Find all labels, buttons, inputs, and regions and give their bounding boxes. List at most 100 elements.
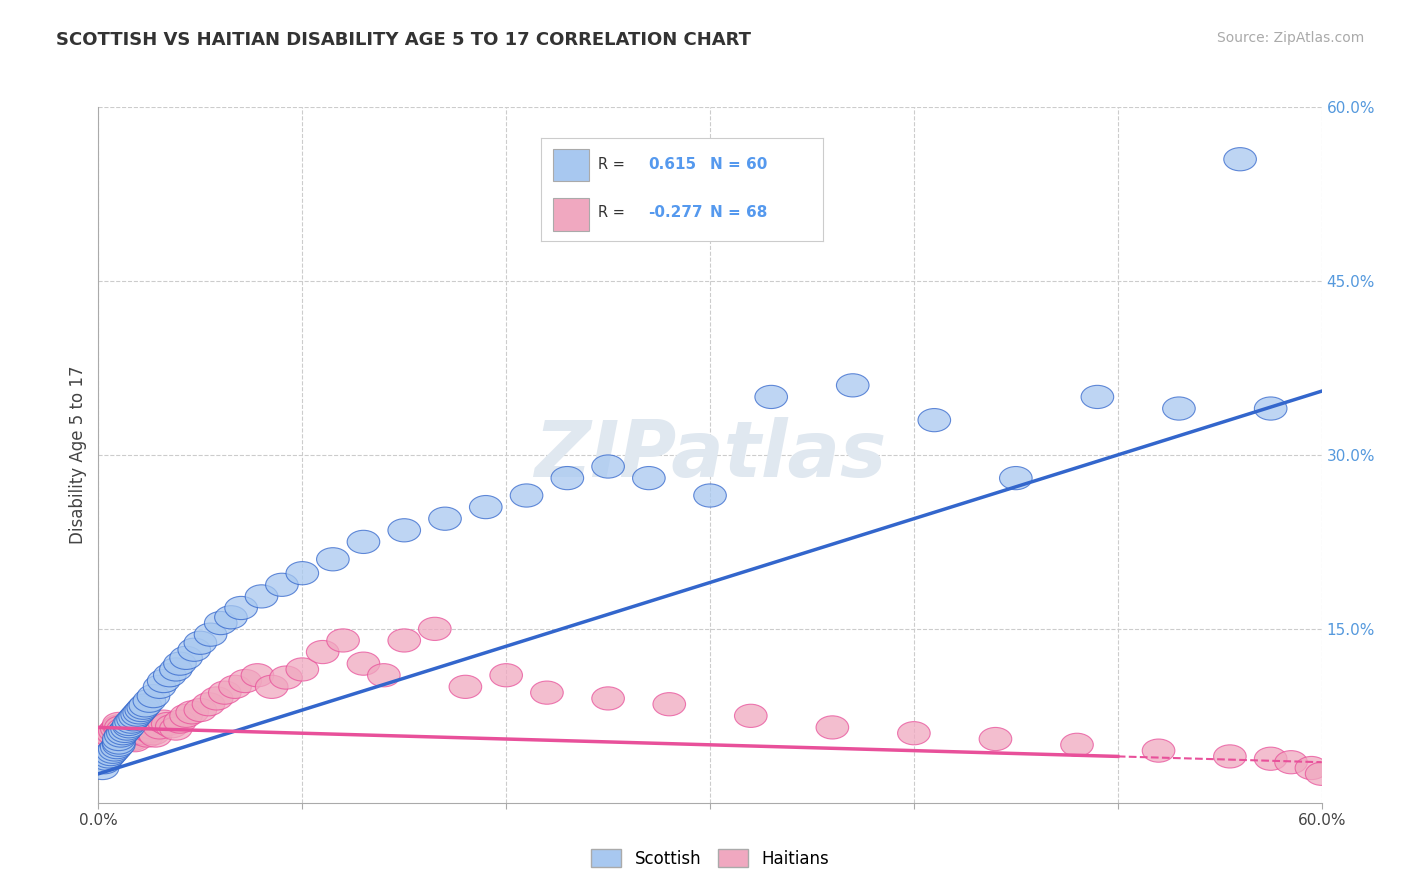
Ellipse shape — [129, 722, 162, 745]
Ellipse shape — [270, 666, 302, 690]
Ellipse shape — [160, 717, 193, 740]
Ellipse shape — [184, 632, 217, 655]
Y-axis label: Disability Age 5 to 17: Disability Age 5 to 17 — [69, 366, 87, 544]
Ellipse shape — [449, 675, 482, 698]
Ellipse shape — [510, 483, 543, 507]
Text: R =: R = — [598, 157, 624, 172]
Ellipse shape — [108, 719, 141, 742]
Ellipse shape — [918, 409, 950, 432]
Ellipse shape — [179, 638, 211, 661]
Ellipse shape — [125, 715, 157, 739]
Ellipse shape — [229, 669, 262, 692]
Ellipse shape — [470, 496, 502, 518]
Ellipse shape — [245, 585, 278, 608]
Ellipse shape — [592, 687, 624, 710]
Ellipse shape — [129, 694, 162, 717]
Ellipse shape — [117, 728, 149, 751]
Ellipse shape — [1060, 733, 1094, 756]
Ellipse shape — [134, 690, 166, 713]
Ellipse shape — [127, 719, 160, 742]
Ellipse shape — [111, 723, 143, 746]
Ellipse shape — [1275, 751, 1308, 773]
Text: 0.615: 0.615 — [648, 157, 696, 172]
Ellipse shape — [652, 692, 686, 715]
Ellipse shape — [103, 714, 135, 738]
Ellipse shape — [307, 640, 339, 664]
Text: R =: R = — [598, 205, 624, 220]
Ellipse shape — [201, 687, 233, 710]
Ellipse shape — [1000, 467, 1032, 490]
Ellipse shape — [1254, 397, 1286, 420]
Ellipse shape — [633, 467, 665, 490]
Ellipse shape — [530, 681, 564, 705]
Ellipse shape — [115, 726, 148, 749]
Ellipse shape — [815, 715, 849, 739]
Ellipse shape — [89, 751, 121, 773]
Ellipse shape — [316, 548, 349, 571]
Text: N = 68: N = 68 — [710, 205, 768, 220]
Ellipse shape — [103, 713, 135, 736]
Text: Source: ZipAtlas.com: Source: ZipAtlas.com — [1216, 31, 1364, 45]
Ellipse shape — [103, 728, 135, 751]
Ellipse shape — [184, 698, 217, 722]
Text: -0.277: -0.277 — [648, 205, 703, 220]
Text: N = 60: N = 60 — [710, 157, 768, 172]
Ellipse shape — [170, 705, 202, 728]
Ellipse shape — [193, 692, 225, 715]
Ellipse shape — [89, 731, 121, 754]
Ellipse shape — [897, 722, 931, 745]
Ellipse shape — [120, 729, 152, 752]
Ellipse shape — [107, 722, 139, 745]
Text: ZIPatlas: ZIPatlas — [534, 417, 886, 493]
Ellipse shape — [979, 728, 1012, 751]
Ellipse shape — [117, 707, 149, 731]
Ellipse shape — [285, 658, 319, 681]
Ellipse shape — [208, 681, 242, 705]
Ellipse shape — [111, 717, 143, 740]
Ellipse shape — [242, 664, 274, 687]
Ellipse shape — [139, 724, 172, 747]
Ellipse shape — [285, 562, 319, 585]
Ellipse shape — [104, 715, 138, 739]
Ellipse shape — [1081, 385, 1114, 409]
Ellipse shape — [347, 530, 380, 553]
Ellipse shape — [219, 675, 252, 698]
Ellipse shape — [215, 606, 247, 629]
Ellipse shape — [1213, 745, 1246, 768]
Text: SCOTTISH VS HAITIAN DISABILITY AGE 5 TO 17 CORRELATION CHART: SCOTTISH VS HAITIAN DISABILITY AGE 5 TO … — [56, 31, 751, 49]
Ellipse shape — [120, 706, 152, 729]
Ellipse shape — [256, 675, 288, 698]
Ellipse shape — [148, 710, 180, 733]
Ellipse shape — [1142, 739, 1175, 762]
FancyBboxPatch shape — [553, 198, 589, 230]
Ellipse shape — [112, 713, 145, 736]
Ellipse shape — [98, 738, 131, 761]
Ellipse shape — [326, 629, 360, 652]
Ellipse shape — [367, 664, 401, 687]
Ellipse shape — [94, 742, 127, 765]
Ellipse shape — [388, 518, 420, 541]
Ellipse shape — [266, 574, 298, 597]
Ellipse shape — [122, 701, 156, 724]
Ellipse shape — [176, 701, 208, 724]
Ellipse shape — [131, 724, 163, 747]
Ellipse shape — [388, 629, 420, 652]
Ellipse shape — [429, 507, 461, 530]
Ellipse shape — [551, 467, 583, 490]
Ellipse shape — [489, 664, 523, 687]
FancyBboxPatch shape — [553, 149, 589, 181]
Ellipse shape — [135, 715, 167, 739]
Ellipse shape — [90, 729, 122, 752]
Ellipse shape — [1223, 147, 1257, 170]
Ellipse shape — [90, 747, 122, 771]
Ellipse shape — [134, 719, 166, 742]
Ellipse shape — [108, 721, 141, 744]
Ellipse shape — [121, 722, 153, 745]
Ellipse shape — [1305, 762, 1339, 785]
Ellipse shape — [138, 722, 170, 745]
Ellipse shape — [204, 612, 238, 635]
Ellipse shape — [1163, 397, 1195, 420]
Ellipse shape — [100, 717, 134, 740]
Ellipse shape — [100, 736, 134, 759]
Ellipse shape — [86, 756, 120, 780]
